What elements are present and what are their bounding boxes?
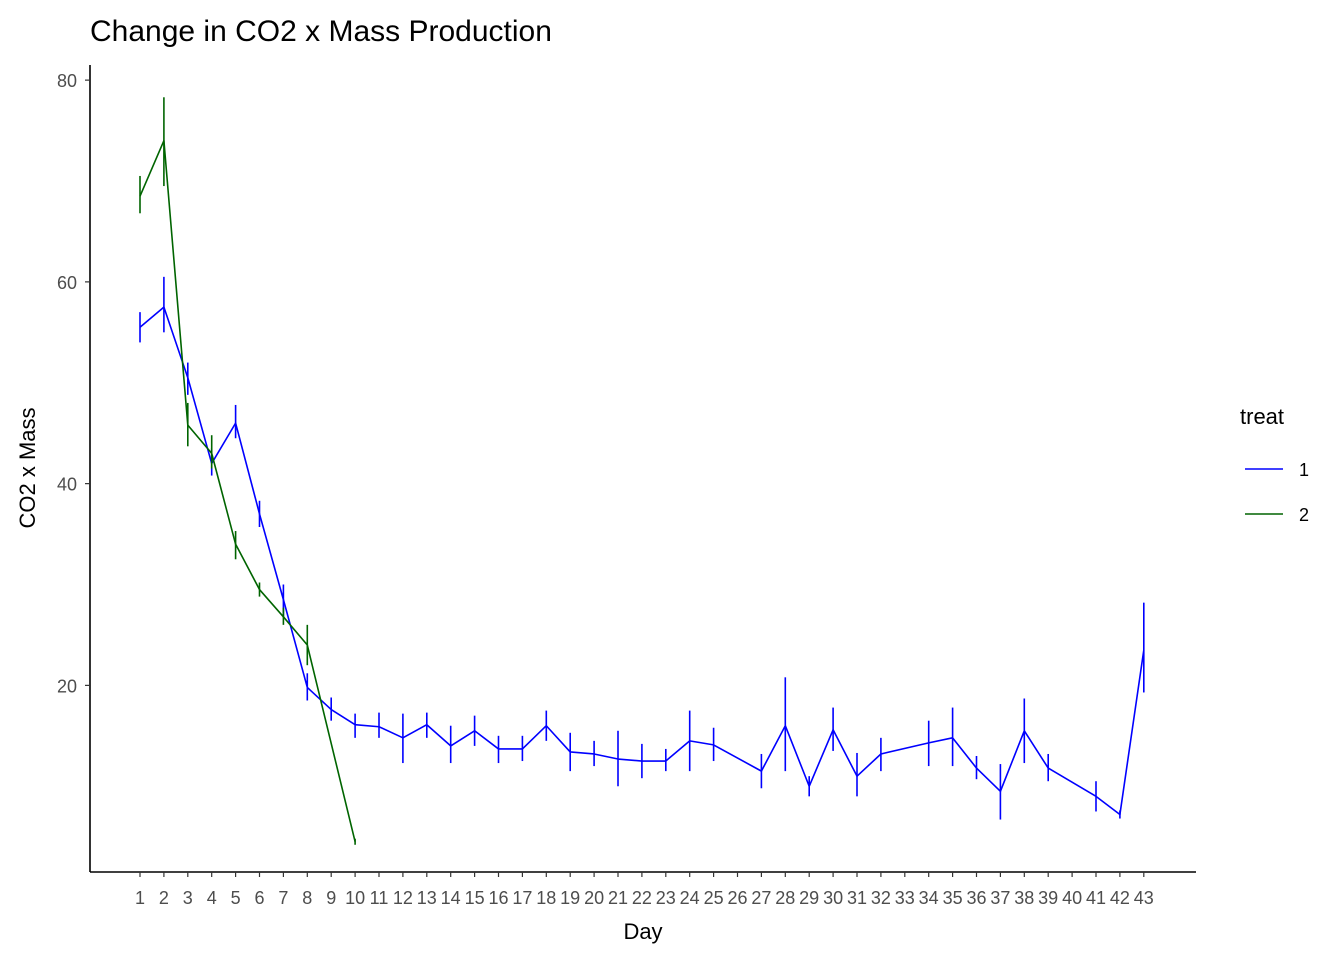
y-tick-label: 80 [57,71,77,91]
x-axis-title: Day [623,919,662,944]
x-tick-label: 16 [488,888,508,908]
plot-area [139,97,1145,845]
x-tick-label: 36 [966,888,986,908]
y-tick-label: 60 [57,273,77,293]
x-tick-label: 34 [919,888,939,908]
x-tick-label: 4 [207,888,217,908]
legend-title: treat [1240,404,1284,429]
y-axis-ticks: 20 40 60 80 [57,71,90,696]
x-axis-ticks: 1 2 3 4 5 6 7 8 9 10 11 12 13 14 15 16 17 18 19 20 21 22 23 24 2… [135,872,1154,908]
x-tick-label: 41 [1086,888,1106,908]
x-tick-label: 26 [727,888,747,908]
x-tick-label: 37 [990,888,1010,908]
y-tick-label: 40 [57,475,77,495]
x-tick-label: 38 [1014,888,1034,908]
series-2-line [139,139,356,842]
x-tick-label: 13 [417,888,437,908]
x-tick-label: 17 [512,888,532,908]
x-tick-label: 5 [231,888,241,908]
series-1-line [139,306,1145,816]
x-tick-label: 23 [656,888,676,908]
x-tick-label: 35 [943,888,963,908]
x-tick-label: 42 [1110,888,1130,908]
axes [89,65,1196,873]
x-tick-label: 1 [135,888,145,908]
x-tick-label: 32 [871,888,891,908]
x-tick-label: 21 [608,888,628,908]
series-1 [139,276,1145,820]
x-tick-label: 27 [751,888,771,908]
x-tick-label: 40 [1062,888,1082,908]
x-tick-label: 28 [775,888,795,908]
x-tick-label: 7 [278,888,288,908]
legend-label-series-1: 1 [1299,460,1309,480]
x-tick-label: 14 [441,888,461,908]
series-2 [139,97,356,845]
legend-label-series-2: 2 [1299,505,1309,525]
x-tick-label: 43 [1134,888,1154,908]
x-tick-label: 24 [680,888,700,908]
x-tick-label: 10 [345,888,365,908]
legend: treat 1 2 [1240,404,1309,525]
x-tick-label: 8 [302,888,312,908]
x-tick-label: 12 [393,888,413,908]
x-tick-label: 2 [159,888,169,908]
x-tick-label: 9 [326,888,336,908]
x-tick-label: 29 [799,888,819,908]
chart-title: Change in CO2 x Mass Production [90,15,552,48]
x-tick-label: 3 [183,888,193,908]
x-tick-label: 25 [704,888,724,908]
x-tick-label: 31 [847,888,867,908]
x-tick-label: 39 [1038,888,1058,908]
x-tick-label: 33 [895,888,915,908]
x-tick-label: 22 [632,888,652,908]
x-tick-label: 15 [465,888,485,908]
x-tick-label: 6 [254,888,264,908]
x-tick-label: 20 [584,888,604,908]
x-tick-label: 18 [536,888,556,908]
x-tick-label: 30 [823,888,843,908]
y-tick-label: 20 [57,676,77,696]
x-tick-label: 19 [560,888,580,908]
y-axis-title: CO2 x Mass [15,407,40,528]
x-tick-label: 11 [370,888,389,908]
